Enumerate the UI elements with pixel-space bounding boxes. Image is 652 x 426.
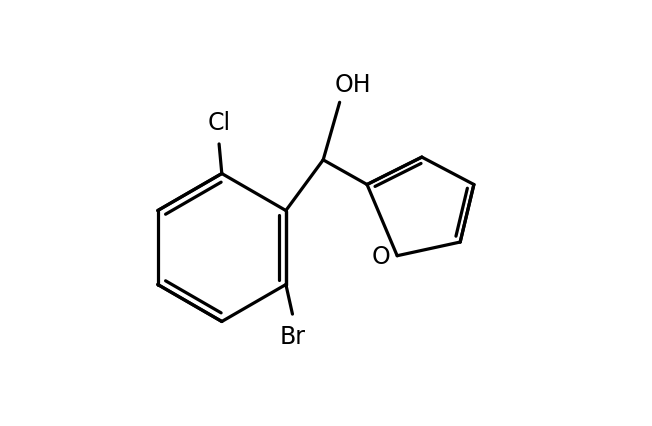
Text: Cl: Cl [207, 111, 231, 135]
Text: OH: OH [335, 72, 372, 97]
Text: Br: Br [280, 324, 305, 348]
Text: O: O [372, 244, 391, 268]
